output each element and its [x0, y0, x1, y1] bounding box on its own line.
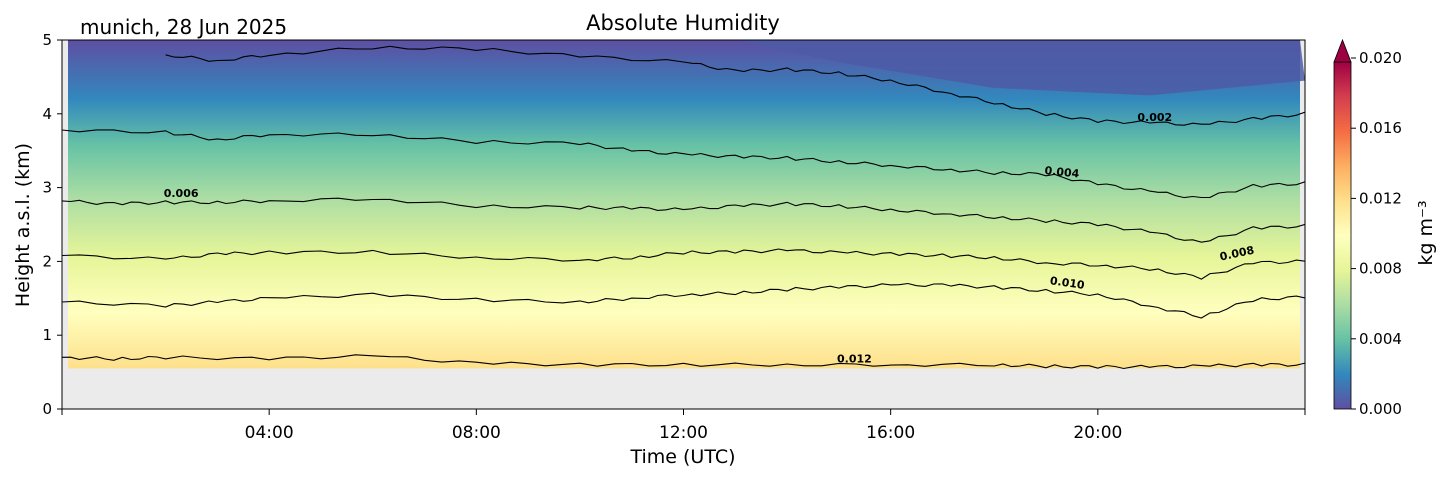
contour-label: 0.006 [164, 187, 199, 200]
humidity-field [68, 40, 1300, 369]
colorbar-tick-label: 0.004 [1359, 330, 1402, 348]
x-tick-label: 16:00 [866, 423, 915, 443]
contour-line-0.012 [62, 354, 1305, 370]
contour-line-0.004 [62, 129, 1305, 199]
contour-line-0.01 [62, 282, 1305, 319]
contour-label: 0.012 [837, 353, 872, 366]
colorbar-tick-label: 0.008 [1359, 260, 1402, 278]
contour-label: 0.010 [1049, 274, 1086, 292]
x-axis-label: Time (UTC) [629, 446, 735, 468]
x-tick-label: 04:00 [245, 423, 294, 443]
y-tick-label: 5 [42, 31, 52, 49]
contour-label: 0.002 [1137, 111, 1172, 124]
x-tick-label: 12:00 [659, 423, 708, 443]
location-date-label: munich, 28 Jun 2025 [80, 15, 287, 39]
colorbar-ticks: 0.000 0.004 0.008 0.012 0.016 0.020 [1351, 49, 1402, 418]
y-tick-label: 3 [42, 179, 52, 197]
y-axis-label: Height a.s.l. (km) [12, 143, 34, 307]
colorbar-tick-label: 0.000 [1359, 400, 1402, 418]
colorbar-extend-arrow [1333, 38, 1352, 63]
contour-line-0.006 [62, 197, 1305, 243]
y-axis-ticks: 0 1 2 3 4 5 [42, 31, 62, 418]
y-tick-label: 0 [42, 400, 52, 418]
y-tick-label: 4 [42, 105, 52, 123]
y-tick-label: 1 [42, 326, 52, 344]
colorbar-tick-label: 0.016 [1359, 119, 1402, 137]
contour-line-0.008 [62, 248, 1305, 280]
dry-air-region [735, 40, 1305, 96]
y-tick-label: 2 [42, 252, 52, 270]
colorbar-label: kg m⁻³ [1415, 200, 1437, 265]
x-axis-ticks: 04:00 08:00 12:00 16:00 20:00 [61, 409, 1306, 443]
chart-title: Absolute Humidity [586, 11, 780, 35]
colorbar-tick-label: 0.020 [1359, 49, 1402, 67]
contour-label: 0.004 [1044, 164, 1080, 181]
x-tick-label: 20:00 [1073, 423, 1122, 443]
contour-line-0.002 [165, 45, 1305, 126]
colorbar-tick-label: 0.012 [1359, 189, 1402, 207]
colorbar [1333, 61, 1352, 410]
x-tick-label: 08:00 [452, 423, 501, 443]
